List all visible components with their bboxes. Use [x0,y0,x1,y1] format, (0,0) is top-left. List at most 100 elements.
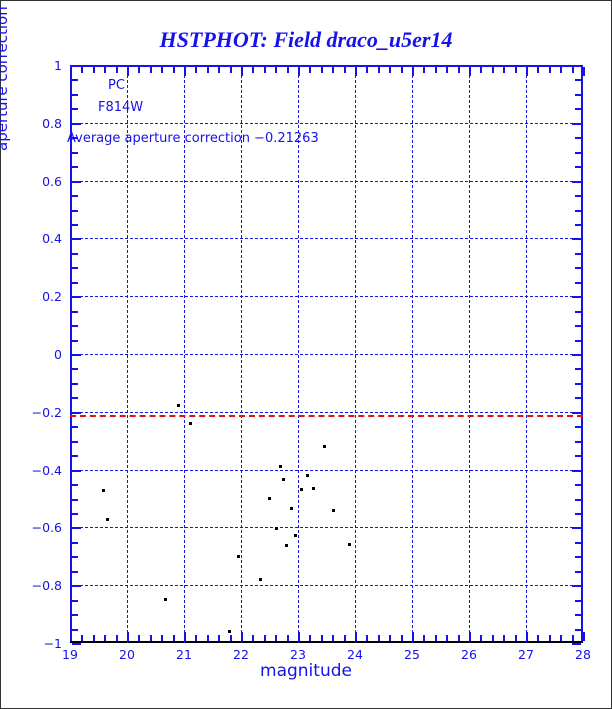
tick-minor-x-top [286,67,289,73]
tick-minor-x [560,635,563,641]
tick-minor-x [423,635,426,641]
tick-major-y [72,643,81,645]
tick-major-y-right [572,527,581,530]
tick-minor-y [72,252,78,255]
tick-major-x [355,632,357,641]
axis-bottom [70,641,583,643]
tick-minor-y [72,325,78,328]
tick-major-x-top [184,67,186,76]
tick-minor-y-right [575,397,581,400]
tick-minor-x [343,635,346,641]
tick-major-y-right [572,643,581,645]
tick-major-x [469,632,471,641]
tick-minor-y [72,397,78,400]
y-tick-label: −0.4 [31,462,62,478]
tick-major-y-right [572,469,581,472]
tick-minor-x [138,635,141,641]
tick-major-y [72,585,81,588]
tick-minor-x [149,635,152,641]
x-tick-label: 28 [575,647,591,662]
tick-minor-y-right [575,238,581,241]
y-tick-label: −0.8 [31,578,62,594]
tick-minor-x-top [366,67,369,73]
tick-minor-y-right [575,498,581,501]
tick-minor-x [480,635,483,641]
tick-minor-y [72,166,78,169]
tick-minor-y-right [575,151,581,154]
tick-major-x [241,632,243,641]
tick-minor-x-top [161,67,164,73]
page-title: HSTPHOT: Field draco_u5er14 [159,27,453,52]
tick-minor-x-top [275,67,278,73]
tick-minor-y [72,484,78,487]
tick-major-x [298,632,300,641]
tick-minor-x-top [263,67,266,73]
x-tick-label: 19 [62,647,78,662]
tick-minor-y [72,382,78,385]
tick-minor-x [275,635,278,641]
y-tick-label: −0.6 [31,520,62,536]
tick-minor-y [72,223,78,226]
tick-major-x-top [70,67,72,76]
tick-minor-y [72,614,78,617]
tick-major-y [72,180,81,183]
tick-minor-y-right [575,108,581,111]
tick-minor-x-top [172,67,175,73]
tick-minor-y-right [575,252,581,255]
tick-minor-x-top [309,67,312,73]
y-tick-label: 0 [54,347,62,362]
gridline-horizontal [70,469,583,471]
tick-minor-y-right [575,440,581,443]
tick-minor-x-top [571,67,574,73]
tick-minor-y-right [575,325,581,328]
tick-minor-x [229,635,232,641]
tick-minor-x-top [434,67,437,73]
tick-minor-x [548,635,551,641]
y-tick-label: 1 [54,58,62,73]
tick-minor-x [320,635,323,641]
annotation-average: Average aperture correction −0.21263 [67,131,319,146]
tick-minor-x-top [503,67,506,73]
tick-major-x [526,632,528,641]
tick-minor-y-right [575,368,581,371]
tick-minor-x [206,635,209,641]
tick-minor-x [104,635,107,641]
data-point [279,465,283,469]
tick-minor-y-right [575,455,581,458]
data-point [347,542,351,546]
tick-minor-x-top [92,67,95,73]
tick-minor-y-right [575,339,581,342]
y-tick-label: 0.4 [42,231,62,247]
tick-minor-x-top [560,67,563,73]
tick-minor-y [72,296,78,299]
x-tick-label: 20 [119,647,135,662]
tick-minor-y [72,455,78,458]
tick-minor-x-top [537,67,540,73]
tick-minor-x [81,635,84,641]
tick-minor-y [72,512,78,515]
tick-minor-x-top [332,67,335,73]
tick-major-y-right [572,65,581,67]
tick-minor-x [332,635,335,641]
tick-minor-y [72,498,78,501]
tick-major-x [184,632,186,641]
tick-minor-y-right [575,166,581,169]
x-tick-label: 23 [290,647,306,662]
tick-minor-x-top [446,67,449,73]
tick-minor-x [92,635,95,641]
tick-minor-y [72,79,78,82]
tick-major-y-right [572,585,581,588]
tick-major-y [72,469,81,472]
data-point [176,404,180,408]
tick-minor-x-top [218,67,221,73]
tick-major-x-top [241,67,243,76]
data-point [268,497,271,500]
gridline-horizontal [70,180,583,182]
tick-minor-y [72,209,78,212]
tick-minor-x [457,635,460,641]
tick-major-y-right [572,180,581,183]
tick-major-x-top [127,67,129,76]
tick-minor-x [434,635,437,641]
tick-major-x [412,632,414,641]
tick-minor-y-right [575,512,581,515]
